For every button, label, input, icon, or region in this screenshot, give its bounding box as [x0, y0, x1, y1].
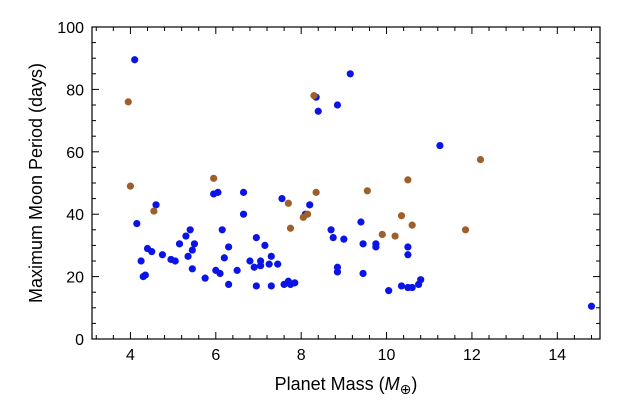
plot-frame: [91, 26, 601, 340]
x-axis-label: Planet Mass (M⊕): [275, 374, 418, 397]
data-point-blue: [246, 257, 254, 265]
data-point-blue: [175, 240, 184, 248]
data-point-blue: [291, 279, 299, 287]
data-point-blue: [587, 302, 596, 310]
data-point-blue: [267, 282, 275, 290]
data-point-blue: [417, 276, 425, 284]
data-point-blue: [333, 101, 342, 109]
data-point-blue: [404, 243, 412, 251]
data-point-blue: [314, 107, 322, 115]
data-point-blue: [131, 56, 139, 64]
axis-tick-labels: 4 6 8 10 12 14 0 20 40 60 80 100: [57, 20, 566, 364]
data-point-blue: [184, 252, 192, 260]
data-point-blue: [141, 271, 149, 279]
data-point-blue: [359, 269, 367, 278]
data-point-blue: [397, 282, 406, 290]
data-point-blue: [359, 240, 367, 248]
data-point-blue: [250, 263, 258, 271]
data-point-blue: [214, 188, 222, 196]
data-point-blue: [220, 254, 228, 262]
data-point-blue: [385, 287, 393, 295]
y-tick-label: 0: [75, 332, 84, 349]
data-point-blue: [186, 226, 194, 234]
data-point-blue: [182, 232, 190, 240]
data-point-blue: [274, 260, 282, 268]
data-point-blue: [333, 268, 342, 276]
data-points: [124, 56, 596, 310]
y-tick-label: 20: [66, 270, 84, 287]
data-point-brown: [124, 98, 132, 106]
data-point-blue: [188, 265, 196, 273]
axis-ticks: [92, 26, 600, 340]
data-point-blue: [327, 226, 335, 234]
data-point-brown: [303, 210, 312, 218]
data-point-brown: [363, 187, 371, 195]
data-point-blue: [252, 234, 260, 242]
x-axis-label-subscript: ⊕: [400, 381, 412, 397]
data-point-brown: [476, 156, 485, 164]
data-point-blue: [408, 283, 416, 292]
data-point-blue: [306, 201, 314, 209]
data-point-brown: [210, 174, 218, 182]
x-axis-label-symbol: M: [385, 374, 400, 394]
x-tick-label: 4: [126, 347, 135, 364]
y-tick-label: 80: [66, 82, 84, 99]
data-point-blue: [152, 201, 160, 209]
data-point-blue: [239, 210, 248, 218]
data-point-brown: [150, 207, 158, 215]
y-tick-label: 40: [66, 207, 84, 224]
data-point-blue: [265, 260, 273, 268]
data-point-brown: [312, 188, 320, 196]
data-point-blue: [278, 195, 286, 203]
x-tick-label: 14: [548, 347, 566, 364]
data-point-brown: [310, 92, 318, 100]
data-point-brown: [284, 199, 292, 207]
y-tick-label: 100: [57, 20, 84, 37]
data-point-blue: [239, 188, 248, 196]
data-point-brown: [408, 221, 416, 229]
data-point-blue: [148, 248, 156, 256]
x-tick-label: 10: [378, 347, 396, 364]
data-point-brown: [286, 224, 295, 232]
x-axis-label-close: ): [411, 374, 417, 394]
data-point-blue: [216, 269, 224, 278]
data-point-blue: [252, 282, 260, 290]
data-point-blue: [346, 70, 354, 78]
data-point-blue: [357, 218, 365, 226]
data-point-blue: [225, 243, 233, 251]
data-point-blue: [404, 251, 412, 259]
data-point-blue: [436, 141, 444, 150]
data-point-blue: [233, 266, 241, 274]
data-point-blue: [133, 219, 141, 228]
data-point-blue: [158, 251, 167, 259]
data-point-brown: [404, 176, 412, 184]
data-point-blue: [261, 241, 269, 249]
data-point-brown: [397, 212, 406, 220]
data-point-blue: [257, 262, 265, 270]
x-axis-label-text: Planet Mass (: [275, 374, 385, 394]
data-point-blue: [225, 280, 233, 288]
data-point-brown: [378, 230, 386, 239]
data-point-blue: [267, 252, 275, 260]
data-point-brown: [126, 182, 135, 190]
x-tick-label: 8: [297, 347, 306, 364]
data-point-blue: [340, 235, 348, 243]
y-tick-label: 60: [66, 145, 84, 162]
data-point-blue: [171, 257, 179, 265]
data-point-blue: [137, 257, 145, 265]
data-point-blue: [329, 234, 337, 242]
data-point-blue: [372, 243, 380, 251]
data-point-brown: [461, 226, 470, 234]
y-axis-label: Maximum Moon Period (days): [26, 63, 46, 303]
data-point-brown: [391, 232, 399, 240]
data-point-blue: [218, 226, 226, 234]
data-point-blue: [190, 240, 199, 248]
data-point-blue: [201, 274, 209, 282]
x-tick-label: 6: [211, 347, 220, 364]
data-point-blue: [188, 246, 196, 254]
x-tick-label: 12: [463, 347, 481, 364]
